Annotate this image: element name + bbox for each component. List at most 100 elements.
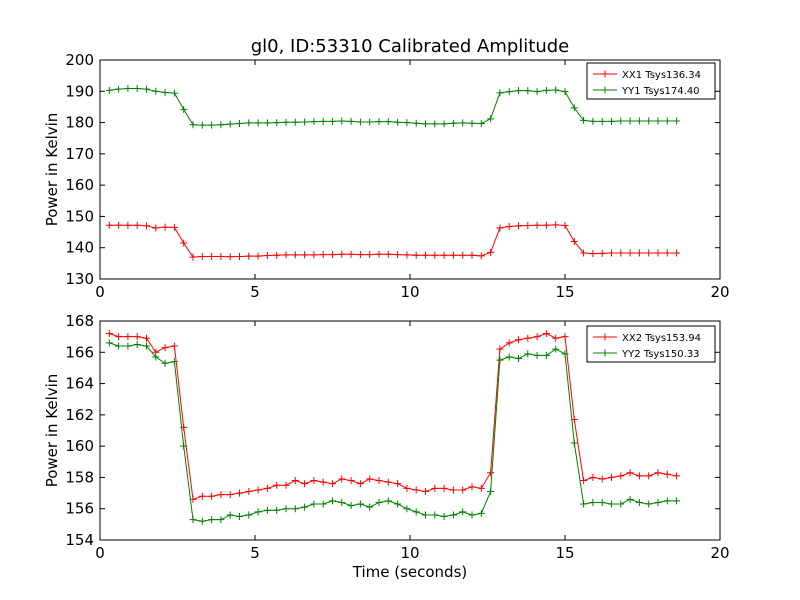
data-point — [152, 353, 160, 361]
y-tick-label: 162 — [65, 406, 94, 424]
data-point — [403, 484, 411, 492]
data-point — [356, 500, 364, 508]
chart-title: gl0, ID:53310 Calibrated Amplitude — [251, 36, 570, 57]
data-point — [524, 87, 532, 95]
series-xx1 — [105, 221, 681, 261]
data-point — [347, 502, 355, 510]
data-point — [319, 478, 327, 486]
data-point — [552, 334, 560, 342]
data-point — [338, 250, 346, 258]
data-point — [170, 89, 178, 97]
data-point — [245, 119, 253, 127]
data-point — [273, 506, 281, 514]
data-point — [589, 117, 597, 125]
data-point — [394, 118, 402, 126]
y-tick-label: 140 — [65, 239, 94, 257]
data-point — [654, 117, 662, 125]
data-point — [375, 250, 383, 258]
data-point — [589, 473, 597, 481]
legend-box — [586, 325, 716, 363]
data-point — [477, 484, 485, 492]
data-point — [412, 486, 420, 494]
data-point — [319, 500, 327, 508]
data-point — [226, 120, 234, 128]
data-point — [663, 470, 671, 478]
data-point — [496, 345, 504, 353]
y-tick-label: 166 — [65, 343, 94, 361]
y-axis-label: Power in Kelvin — [43, 113, 61, 227]
data-point — [208, 492, 216, 500]
data-point — [170, 342, 178, 350]
y-tick-label: 170 — [65, 145, 94, 163]
data-point — [468, 483, 476, 491]
data-point — [552, 221, 560, 229]
data-point — [236, 489, 243, 497]
data-point — [319, 117, 327, 125]
data-point — [663, 497, 671, 505]
data-point — [459, 119, 467, 127]
data-point — [310, 477, 318, 485]
data-point — [505, 353, 513, 361]
legend: XX1 Tsys136.34 YY1 Tsys174.40 — [586, 62, 716, 100]
x-tick-label: 10 — [400, 283, 419, 301]
legend-marker — [601, 70, 609, 78]
data-point — [449, 119, 457, 127]
data-point — [449, 251, 457, 259]
data-point — [552, 86, 560, 94]
legend-label: YY1 Tsys174.40 — [621, 86, 700, 97]
data-point — [282, 505, 290, 513]
data-point — [254, 508, 262, 516]
legend-label: XX2 Tsys153.94 — [622, 333, 701, 344]
data-point — [124, 342, 132, 350]
data-point — [291, 505, 299, 513]
top-plot: 0 5 10 15 20 130 140 150 160 170 180 190 200 Power in… — [43, 51, 730, 301]
data-point — [542, 86, 550, 94]
data-point — [654, 249, 662, 257]
data-point — [347, 117, 355, 125]
data-point — [263, 119, 271, 127]
data-point — [635, 472, 643, 480]
data-point — [384, 250, 392, 258]
data-point — [189, 121, 197, 129]
data-point — [245, 252, 253, 260]
x-tick-label: 20 — [710, 283, 729, 301]
data-point — [115, 342, 123, 350]
data-point — [329, 480, 336, 488]
data-point — [394, 500, 402, 508]
data-point — [673, 472, 681, 480]
data-point — [366, 251, 374, 259]
data-point — [515, 336, 522, 344]
data-point — [635, 498, 643, 506]
data-point — [254, 252, 262, 260]
data-point — [384, 497, 392, 505]
data-point — [477, 120, 485, 128]
data-point — [533, 333, 541, 341]
data-point — [598, 249, 606, 257]
data-point — [598, 498, 606, 506]
data-point — [645, 117, 653, 125]
data-point — [115, 333, 123, 341]
data-point — [440, 251, 448, 259]
data-point — [422, 488, 429, 496]
data-point — [608, 500, 615, 508]
data-point — [515, 87, 522, 95]
bottom-plot: 0 5 10 15 20 154 156 158 160 162 164 166 168 Power in… — [43, 312, 730, 581]
data-point — [505, 339, 513, 347]
data-point — [459, 486, 467, 494]
data-point — [282, 251, 290, 259]
data-point — [580, 500, 588, 508]
data-point — [552, 345, 560, 353]
data-point — [533, 221, 541, 229]
data-point — [152, 87, 160, 95]
data-point — [226, 511, 234, 519]
data-point — [645, 472, 653, 480]
x-tick-label: 5 — [250, 544, 260, 562]
data-point — [524, 350, 532, 358]
data-point — [487, 115, 495, 123]
data-point — [217, 516, 225, 524]
data-point — [403, 119, 411, 127]
data-point — [356, 480, 364, 488]
data-point — [208, 252, 216, 260]
data-point — [580, 116, 588, 124]
data-point — [347, 250, 355, 258]
